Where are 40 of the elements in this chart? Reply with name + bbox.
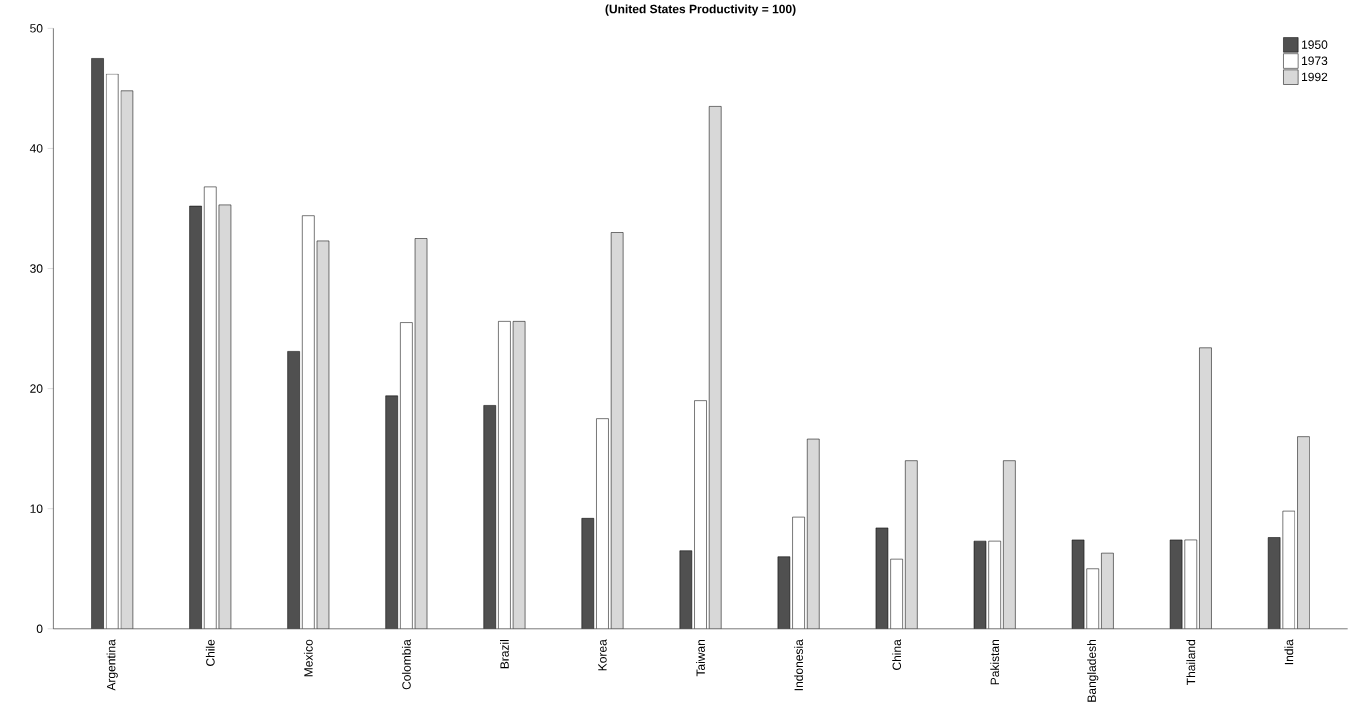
bar <box>483 405 496 629</box>
bar <box>581 518 594 629</box>
x-tick-label: Argentina <box>106 639 118 691</box>
y-tick-label: 30 <box>30 264 43 273</box>
y-tick-label: 20 <box>30 384 43 393</box>
x-tick-label: Taiwan <box>696 639 705 677</box>
bar <box>120 90 134 629</box>
x-tick-label: China <box>892 639 902 670</box>
bar <box>385 395 398 629</box>
bar <box>708 106 722 629</box>
bar <box>105 73 119 629</box>
x-tick-label: Brazil <box>500 639 509 669</box>
bar <box>806 438 820 629</box>
y-tick-label: 10 <box>30 504 43 513</box>
bar <box>1101 552 1114 629</box>
y-tick-label: 40 <box>29 144 43 153</box>
chart-title: (United States Productivity = 100) <box>605 4 796 16</box>
x-tick-label: Pakistan <box>990 639 1000 685</box>
y-tick-label: 0 <box>36 624 43 633</box>
bar <box>1003 460 1016 629</box>
x-tick-label: Korea <box>598 639 607 671</box>
x-tick-label: India <box>1284 639 1294 665</box>
x-tick-label: Thailand <box>1186 639 1196 685</box>
x-tick-label: Mexico <box>303 639 313 677</box>
legend-label: 1950 <box>1302 40 1328 49</box>
legend-label: 1973 <box>1302 56 1328 65</box>
bar <box>1199 347 1212 629</box>
x-tick-label: Bangladesh <box>1087 639 1099 702</box>
bar <box>679 550 692 629</box>
y-tick-label: 50 <box>30 24 43 33</box>
bar <box>91 58 104 629</box>
bar <box>1297 436 1310 629</box>
bar <box>287 351 300 629</box>
x-tick-label: Indonesia <box>794 639 803 691</box>
x-tick-label: Chile <box>205 639 215 666</box>
bar <box>1267 537 1281 629</box>
x-tick-label: Colombia <box>401 639 411 690</box>
bar <box>905 460 918 629</box>
legend-label: 1992 <box>1302 72 1328 82</box>
bar <box>189 205 202 629</box>
